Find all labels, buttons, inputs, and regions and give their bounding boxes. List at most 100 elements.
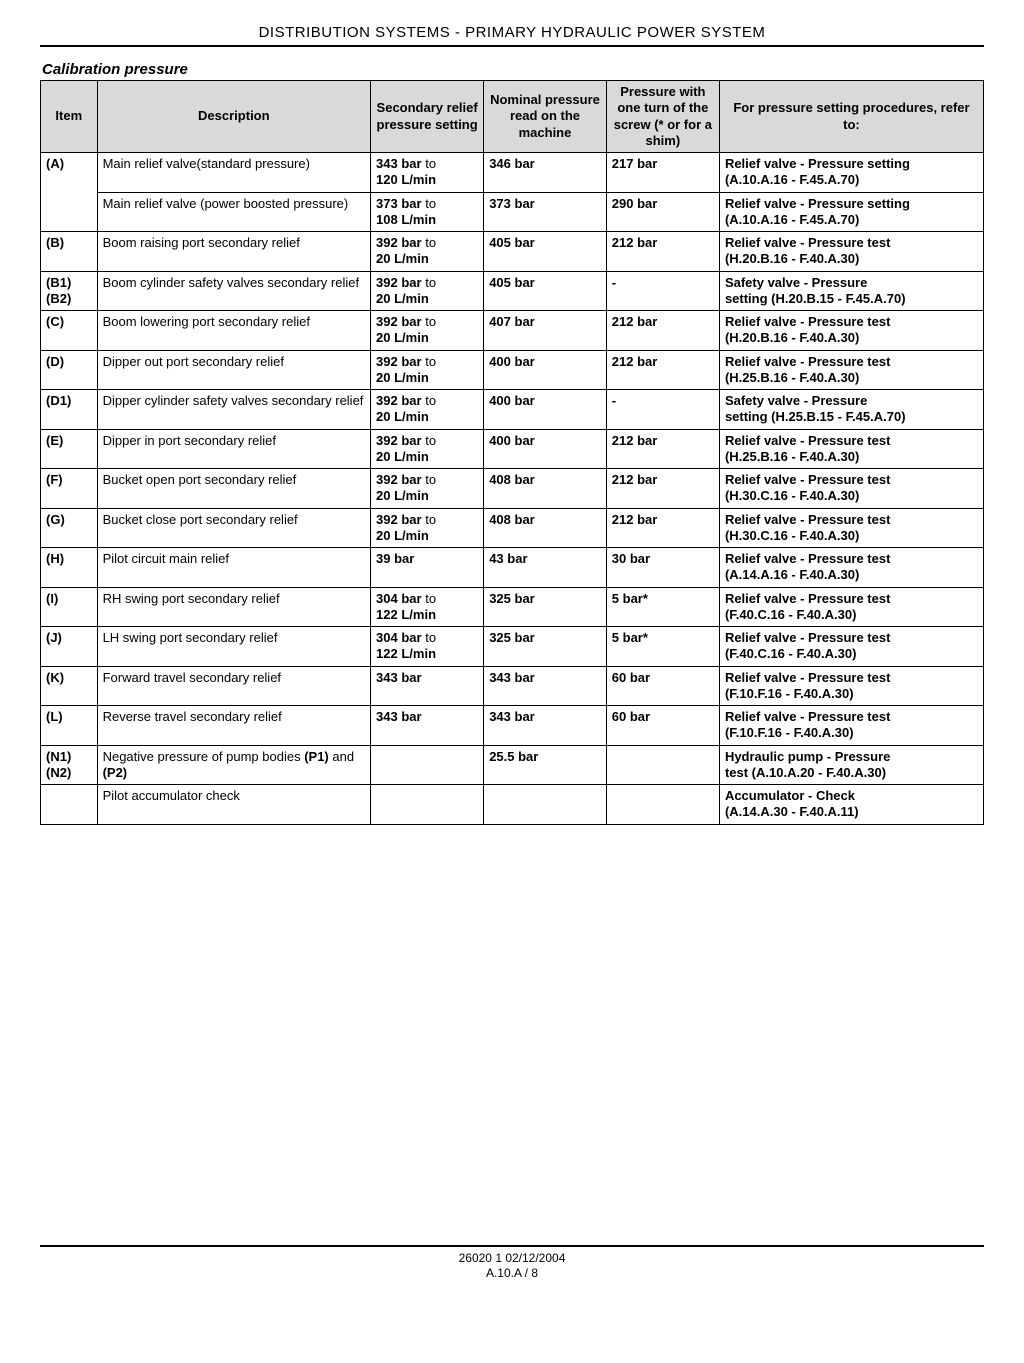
cell-ref: Relief valve - Pressure test(F.10.F.16 -… [719, 706, 983, 746]
cell-secondary: 392 bar to 20 L/min [371, 469, 484, 509]
table-row: (C)Boom lowering port secondary relief39… [41, 311, 984, 351]
cell-pressure: 60 bar [606, 706, 719, 746]
cell-desc: Reverse travel secondary relief [97, 706, 370, 746]
cell-pressure: - [606, 271, 719, 311]
cell-nominal: 400 bar [484, 350, 607, 390]
cell-item: (F) [41, 469, 98, 509]
footer-line1: 26020 1 02/12/2004 [40, 1251, 984, 1267]
cell-desc: Forward travel secondary relief [97, 666, 370, 706]
cell-secondary: 392 bar to 20 L/min [371, 390, 484, 430]
cell-desc: Boom raising port secondary relief [97, 232, 370, 272]
cell-item: (D) [41, 350, 98, 390]
cell-desc: Main relief valve(standard pressure) [97, 153, 370, 193]
cell-pressure: 5 bar* [606, 627, 719, 667]
header-divider [40, 45, 984, 47]
cell-item: (E) [41, 429, 98, 469]
cell-nominal: 407 bar [484, 311, 607, 351]
cell-pressure: 212 bar [606, 508, 719, 548]
cell-ref: Relief valve - Pressure test(H.25.B.16 -… [719, 429, 983, 469]
cell-ref: Relief valve - Pressure setting(A.10.A.1… [719, 153, 983, 193]
cell-secondary: 343 bar [371, 666, 484, 706]
th-item: Item [41, 81, 98, 153]
cell-item: (C) [41, 311, 98, 351]
cell-item: (N1) (N2) [41, 745, 98, 785]
cell-ref: Relief valve - Pressure test(H.20.B.16 -… [719, 232, 983, 272]
table-row: (K)Forward travel secondary relief343 ba… [41, 666, 984, 706]
cell-nominal: 325 bar [484, 587, 607, 627]
cell-ref: Relief valve - Pressure test(H.25.B.16 -… [719, 350, 983, 390]
cell-secondary: 392 bar to 20 L/min [371, 232, 484, 272]
cell-nominal: 343 bar [484, 666, 607, 706]
cell-item [41, 785, 98, 825]
cell-pressure: 212 bar [606, 469, 719, 509]
cell-secondary: 392 bar to 20 L/min [371, 311, 484, 351]
cell-desc: Pilot circuit main relief [97, 548, 370, 588]
cell-item: (B) [41, 232, 98, 272]
cell-nominal: 373 bar [484, 192, 607, 232]
cell-ref: Relief valve - Pressure test(A.14.A.16 -… [719, 548, 983, 588]
cell-ref: Relief valve - Pressure test(H.30.C.16 -… [719, 469, 983, 509]
table-row: (L)Reverse travel secondary relief 343 ba… [41, 706, 984, 746]
cell-pressure: 212 bar [606, 350, 719, 390]
cell-pressure: 30 bar [606, 548, 719, 588]
cell-desc: Dipper cylinder safety valves secondary … [97, 390, 370, 430]
cell-ref: Safety valve - Pressuresetting (H.25.B.1… [719, 390, 983, 430]
table-row: (A)Main relief valve(standard pressure)3… [41, 153, 984, 193]
cell-nominal: 400 bar [484, 429, 607, 469]
cell-nominal: 408 bar [484, 469, 607, 509]
cell-desc: RH swing port secondary relief [97, 587, 370, 627]
cell-item: (I) [41, 587, 98, 627]
cell-item: (A) [41, 153, 98, 232]
cell-desc: Bucket open port secondary relief [97, 469, 370, 509]
th-ref: For pressure setting procedures, refer t… [719, 81, 983, 153]
cell-nominal: 408 bar [484, 508, 607, 548]
cell-item: (L) [41, 706, 98, 746]
cell-ref: Relief valve - Pressure test(H.30.C.16 -… [719, 508, 983, 548]
cell-nominal [484, 785, 607, 825]
table-header-row: Item Description Secondary relief pressu… [41, 81, 984, 153]
table-row: Pilot accumulator checkAccumulator - Che… [41, 785, 984, 825]
cell-nominal: 43 bar [484, 548, 607, 588]
cell-desc: LH swing port secondary relief [97, 627, 370, 667]
cell-pressure: 212 bar [606, 311, 719, 351]
page-title: DISTRIBUTION SYSTEMS - PRIMARY HYDRAULIC… [40, 24, 984, 41]
table-row: (B)Boom raising port secondary relief392… [41, 232, 984, 272]
cell-secondary [371, 745, 484, 785]
table-row: (G)Bucket close port secondary relief392… [41, 508, 984, 548]
cell-desc: Dipper in port secondary relief [97, 429, 370, 469]
cell-nominal: 405 bar [484, 232, 607, 272]
th-secondary: Secondary relief pressure setting [371, 81, 484, 153]
table-row: (B1) (B2)Boom cylinder safety valves sec… [41, 271, 984, 311]
cell-item: (G) [41, 508, 98, 548]
cell-pressure: 217 bar [606, 153, 719, 193]
cell-desc: Boom lowering port secondary relief [97, 311, 370, 351]
cell-pressure [606, 745, 719, 785]
cell-secondary: 304 bar to 122 L/min [371, 627, 484, 667]
section-title: Calibration pressure [42, 61, 984, 78]
th-pressure: Pressure with one turn of the screw (* o… [606, 81, 719, 153]
table-row: (D)Dipper out port secondary relief392 b… [41, 350, 984, 390]
table-row: Main relief valve (power boosted pressur… [41, 192, 984, 232]
cell-item: (B1) (B2) [41, 271, 98, 311]
footer: 26020 1 02/12/2004 A.10.A / 8 [40, 1251, 984, 1282]
table-row: (H)Pilot circuit main relief39 bar43 bar… [41, 548, 984, 588]
cell-desc: Main relief valve (power boosted pressur… [97, 192, 370, 232]
cell-item: (D1) [41, 390, 98, 430]
cell-pressure: 60 bar [606, 666, 719, 706]
cell-nominal: 343 bar [484, 706, 607, 746]
cell-nominal: 325 bar [484, 627, 607, 667]
calibration-table: Item Description Secondary relief pressu… [40, 80, 984, 825]
cell-nominal: 400 bar [484, 390, 607, 430]
table-row: (J)LH swing port secondary relief304 bar… [41, 627, 984, 667]
cell-secondary: 343 bar to 120 L/min [371, 153, 484, 193]
footer-divider [40, 1245, 984, 1247]
cell-ref: Relief valve - Pressure test(H.20.B.16 -… [719, 311, 983, 351]
cell-ref: Relief valve - Pressure test(F.40.C.16 -… [719, 627, 983, 667]
cell-desc: Pilot accumulator check [97, 785, 370, 825]
cell-ref: Relief valve - Pressure test(F.10.F.16 -… [719, 666, 983, 706]
cell-ref: Relief valve - Pressure test(F.40.C.16 -… [719, 587, 983, 627]
cell-pressure: 5 bar* [606, 587, 719, 627]
cell-pressure: 212 bar [606, 232, 719, 272]
table-row: (D1)Dipper cylinder safety valves second… [41, 390, 984, 430]
cell-desc: Boom cylinder safety valves secondary re… [97, 271, 370, 311]
